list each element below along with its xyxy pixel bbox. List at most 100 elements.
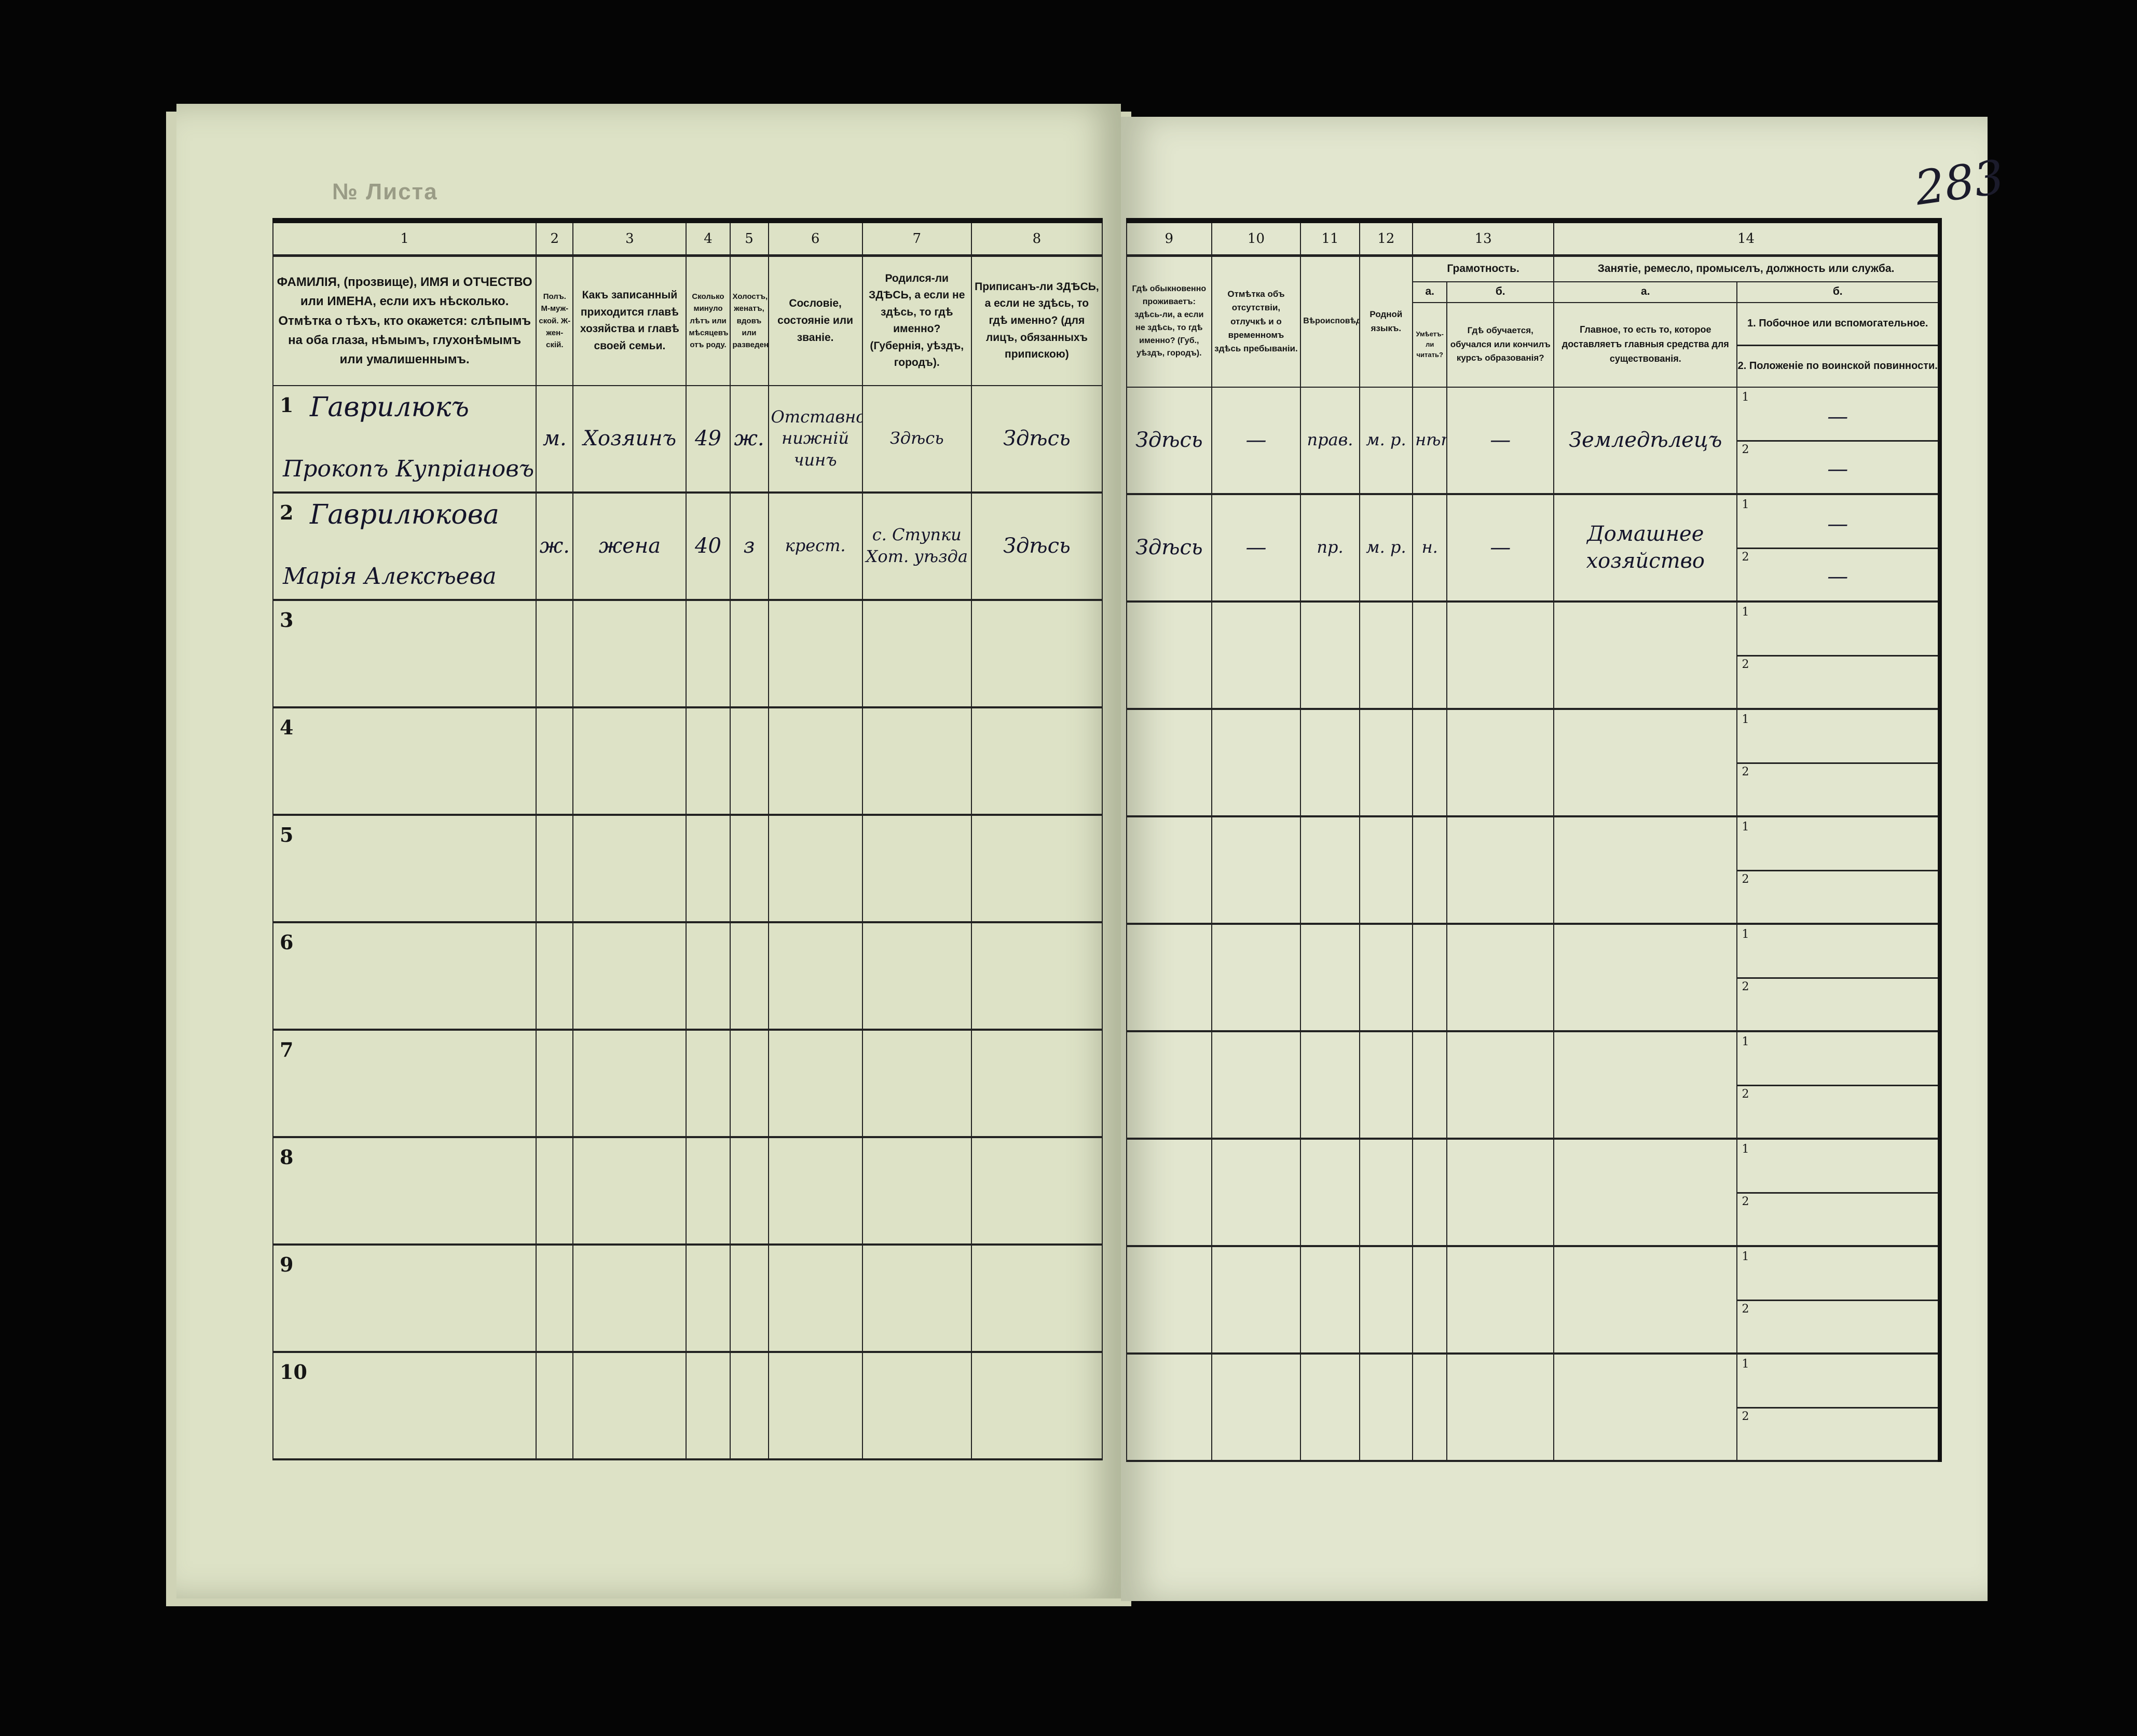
- birthplace-cell: [861, 814, 972, 923]
- name-cell: 7: [272, 1029, 537, 1138]
- secondary-occupation-cell: 1—2—: [1736, 386, 1940, 495]
- sub-row-military: 2: [1738, 655, 1938, 707]
- sub-label: 2: [1742, 551, 1749, 564]
- sex-cell: [536, 814, 574, 923]
- marital-cell: [729, 1243, 769, 1353]
- religion-cell: [1300, 600, 1360, 710]
- header-absence: Отмѣтка объ отсутствіи, отлучкѣ и о врем…: [1211, 255, 1302, 388]
- marital-cell: [729, 1136, 769, 1246]
- literacy-cell: [1412, 815, 1448, 925]
- estate-cell: [768, 1029, 863, 1138]
- sub-label: 1: [1742, 1035, 1749, 1048]
- header-marital: Холостъ, женатъ, вдовъ или разведенъ.: [729, 255, 769, 386]
- sub-row-military: 2: [1738, 1300, 1938, 1351]
- marital-cell: [729, 1029, 769, 1138]
- marital-cell-value: ж.: [734, 427, 764, 450]
- sex-cell: м.: [536, 385, 574, 494]
- birthplace-cell: [861, 1136, 972, 1246]
- language-cell: [1359, 923, 1414, 1032]
- sub-label: 2: [1742, 873, 1749, 886]
- age-cell-value: 49: [695, 427, 721, 450]
- table-row: Здѣсь — пр. м. р. н. — Домашнее хозяйство 1—2—: [1126, 493, 1940, 603]
- occupation-cell: [1553, 815, 1738, 925]
- marital-cell: [729, 599, 769, 708]
- occupation-cell: Земледѣлецъ: [1553, 386, 1738, 495]
- row-number: 1: [280, 393, 294, 417]
- literacy-cell: [1412, 600, 1448, 710]
- relation-cell: [572, 599, 687, 708]
- age-cell: [686, 1351, 731, 1460]
- military-value: —: [1827, 565, 1848, 589]
- registered-cell: Здѣсь: [970, 491, 1103, 601]
- relation-cell: жена: [572, 491, 687, 601]
- col-number: 11: [1300, 220, 1360, 257]
- sub-label: 1: [1742, 713, 1749, 726]
- marital-cell: з: [729, 491, 769, 601]
- religion-cell: [1300, 1352, 1360, 1462]
- birthplace-cell: [861, 1243, 972, 1353]
- col-number: 4: [686, 220, 731, 257]
- language-cell-value: м. р.: [1366, 537, 1406, 557]
- birthplace-cell: [861, 599, 972, 708]
- name-cell: 2 Гаврилюкова Марія Алексѣева: [272, 491, 537, 601]
- header-13a-letter: а.: [1412, 281, 1448, 303]
- given-name: Марія Алексѣева: [283, 563, 497, 590]
- marital-cell: [729, 921, 769, 1031]
- sex-cell-value: м.: [542, 427, 567, 450]
- sub-label: 1: [1742, 1142, 1749, 1156]
- col-number: 8: [970, 220, 1103, 257]
- census-table-left: 1 2 3 4 5 6 7 8 ФАМИЛІЯ, (прозвище), ИМЯ…: [272, 218, 1103, 1460]
- education-cell: [1446, 1030, 1555, 1140]
- header-literacy: Грамотность.: [1412, 255, 1555, 282]
- literacy-cell: н.: [1412, 493, 1448, 603]
- table-row: 2 Гаврилюкова Марія Алексѣева ж. жена 40 з крес…: [272, 491, 1103, 601]
- language-cell: м. р.: [1359, 493, 1414, 603]
- estate-cell-value: крест.: [785, 536, 846, 556]
- age-cell: 40: [686, 491, 731, 601]
- col-number: 13: [1412, 220, 1555, 257]
- marital-cell-value: з: [743, 534, 755, 558]
- sex-cell: [536, 921, 574, 1031]
- residence-cell: [1126, 815, 1212, 925]
- sub-row-military: 2: [1738, 762, 1938, 814]
- sub-row-secondary: 1: [1738, 817, 1938, 871]
- residence-cell: [1126, 600, 1212, 710]
- relation-cell: [572, 1351, 687, 1460]
- education-cell: —: [1446, 493, 1555, 603]
- occupation-cell: [1553, 923, 1738, 1032]
- education-cell: [1446, 708, 1555, 817]
- estate-cell: [768, 1136, 863, 1246]
- sheet-number-label: № Листа: [332, 179, 438, 204]
- header-language: Родной языкъ.: [1359, 255, 1414, 388]
- row-number: 7: [280, 1037, 294, 1061]
- table-row: 6: [272, 921, 1103, 1031]
- header-secondary-occupation: 1. Побочное или вспомогательное.: [1738, 304, 1938, 346]
- row-number: 5: [280, 823, 294, 846]
- sub-row-military: 2—: [1738, 440, 1938, 492]
- registered-cell: [970, 599, 1103, 708]
- relation-cell: [572, 921, 687, 1031]
- header-military-status: 2. Положеніе по воинской повинности.: [1737, 360, 1938, 372]
- sub-label: 2: [1742, 1303, 1749, 1316]
- absence-cell: [1211, 708, 1302, 817]
- education-cell: [1446, 600, 1555, 710]
- education-cell: [1446, 1138, 1555, 1247]
- registered-cell: [970, 814, 1103, 923]
- relation-cell-value: жена: [598, 534, 661, 558]
- sub-label: 2: [1742, 766, 1749, 778]
- age-cell: [686, 706, 731, 816]
- birthplace-cell: [861, 921, 972, 1031]
- occupation-cell: [1553, 708, 1738, 817]
- literacy-cell: [1412, 923, 1448, 1032]
- estate-cell: [768, 814, 863, 923]
- header-registered: Приписанъ-ли ЗДѢСЬ, а если не здѣсь, то …: [970, 255, 1103, 386]
- absence-cell-value: —: [1245, 428, 1267, 452]
- header-sex: Полъ. М-муж-ской. Ж-жен-скій.: [536, 255, 574, 386]
- sub-label: 1: [1742, 820, 1749, 833]
- residence-cell: [1126, 1245, 1212, 1355]
- age-cell: [686, 1243, 731, 1353]
